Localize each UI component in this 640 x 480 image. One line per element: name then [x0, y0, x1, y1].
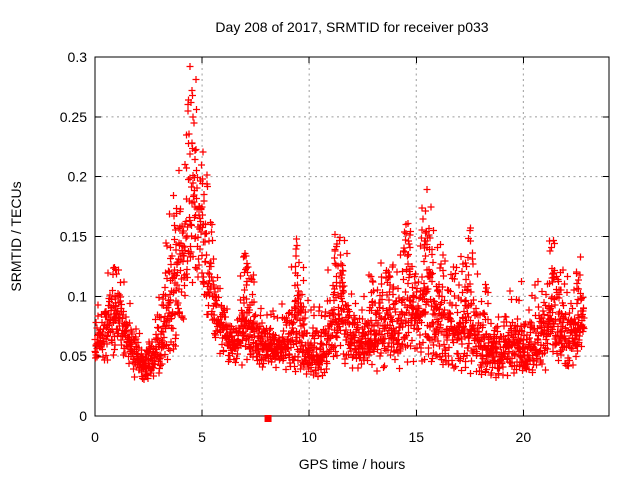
- y-tick-label: 0.05: [60, 348, 87, 364]
- x-tick-label: 5: [198, 429, 206, 445]
- y-tick-label: 0: [79, 408, 87, 424]
- y-tick-label: 0.1: [68, 288, 88, 304]
- y-tick-label: 0.3: [68, 49, 88, 65]
- y-tick-label: 0.2: [68, 169, 88, 185]
- x-tick-label: 10: [301, 429, 317, 445]
- scatter-points: [91, 63, 588, 383]
- chart-title: Day 208 of 2017, SRMTID for receiver p03…: [215, 19, 488, 35]
- y-tick-label: 0.15: [60, 229, 87, 245]
- axis-event-marker: [264, 415, 272, 422]
- y-tick-label: 0.25: [60, 109, 87, 125]
- y-axis-label: SRMTID / TECUs: [8, 181, 24, 291]
- x-axis-label: GPS time / hours: [299, 456, 406, 472]
- x-tick-label: 0: [91, 429, 99, 445]
- x-tick-label: 15: [408, 429, 424, 445]
- x-tick-label: 20: [516, 429, 532, 445]
